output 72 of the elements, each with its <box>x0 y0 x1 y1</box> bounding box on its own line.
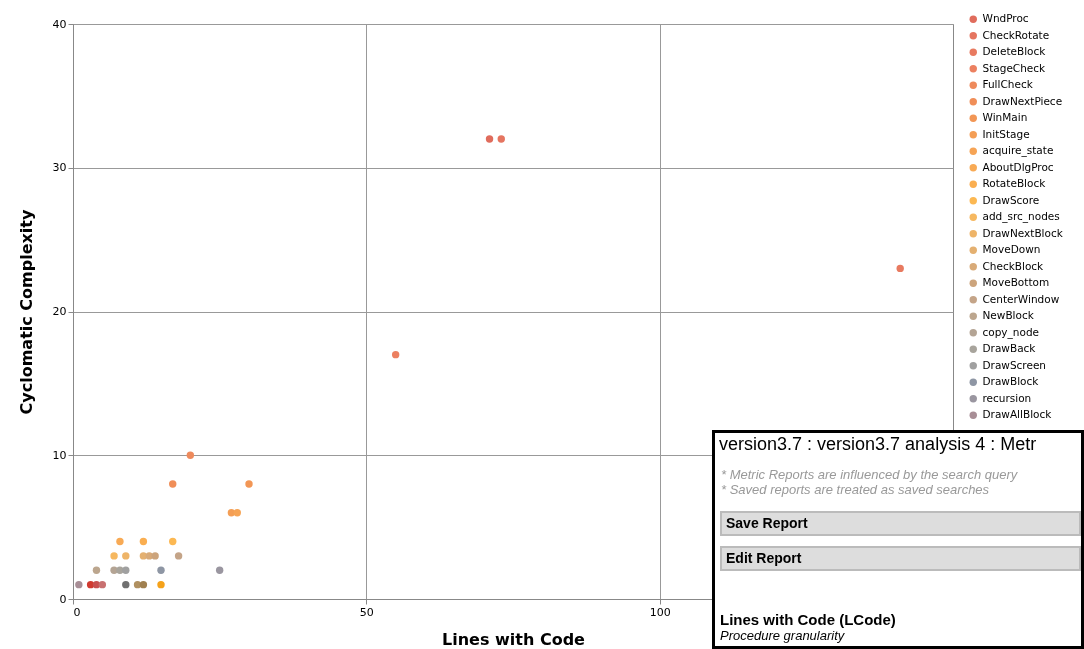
point <box>896 264 904 273</box>
legend-label: NewBlock <box>982 309 1035 322</box>
point <box>174 552 183 560</box>
point <box>145 552 153 560</box>
legend-label: acquire_state <box>982 144 1054 158</box>
legend-label: DrawBack <box>982 342 1037 355</box>
point <box>139 580 148 589</box>
legend-label: AboutDlgProc <box>982 160 1054 173</box>
point <box>92 580 101 589</box>
annotation: Edit Report <box>720 546 1081 571</box>
point <box>98 580 107 589</box>
text: version3.7 : version3.7 analysis 4 : Metr <box>719 434 1038 455</box>
legend-label: DeleteBlock <box>982 45 1047 58</box>
point <box>169 480 177 488</box>
y-axis-title: Cyclomatic Complexity <box>16 209 36 415</box>
legend-label: add_src_nodes <box>982 210 1060 224</box>
legend-label: DrawScreen <box>982 358 1047 371</box>
legend-label: CheckRotate <box>982 28 1050 41</box>
annotation: * Saved reports are treated as saved searches <box>721 482 991 497</box>
point <box>133 580 142 589</box>
y-tick-label: 10 <box>52 448 67 462</box>
y-tick-label: 30 <box>52 161 67 175</box>
x-tick-label: 100 <box>649 605 671 619</box>
x-tick-label: 0 <box>73 605 81 619</box>
y-tick-label: 0 <box>59 592 67 606</box>
y-tick-label: 20 <box>52 305 67 318</box>
point <box>497 135 505 143</box>
text: Lines with Code (LCode) <box>720 611 897 628</box>
legend-label: FullCheck <box>982 78 1034 91</box>
legend-label: InitStage <box>982 127 1030 140</box>
point <box>92 566 101 574</box>
text: Procedure granularity <box>720 628 846 643</box>
point <box>75 580 83 589</box>
legend-label: DrawBlock <box>982 375 1040 388</box>
annotation: * Metric Reports are influenced by the search query <box>721 467 1019 482</box>
point <box>110 552 118 560</box>
y-tick-label: 40 <box>52 17 67 31</box>
legend-label: MoveBottom <box>982 276 1050 289</box>
point <box>122 552 130 560</box>
legend-label: RotateBlock <box>982 177 1047 190</box>
legend-label: CenterWindow <box>982 292 1060 305</box>
legend-label: recursion <box>982 391 1032 404</box>
point <box>122 580 130 589</box>
point <box>186 451 195 459</box>
point <box>227 509 236 517</box>
point <box>233 509 241 517</box>
point <box>139 537 148 546</box>
point <box>139 552 148 560</box>
point <box>116 537 124 546</box>
legend-label: DrawNextBlock <box>982 226 1064 239</box>
legend-label: WinMain <box>982 111 1028 124</box>
point <box>391 350 400 359</box>
annotation: Save Report <box>720 511 1081 536</box>
legend-label: DrawScore <box>982 193 1040 206</box>
legend-label: MoveDown <box>982 243 1041 256</box>
legend-label: CheckBlock <box>982 259 1045 272</box>
x-tick-label: 50 <box>359 605 374 619</box>
legend-label: copy_node <box>982 325 1040 339</box>
point <box>151 552 159 560</box>
point <box>122 566 130 574</box>
legend-label: DrawAllBlock <box>982 408 1053 421</box>
legend-label: StageCheck <box>982 61 1047 74</box>
x-axis-title: Lines with Code <box>442 629 586 649</box>
point <box>86 580 95 589</box>
point <box>157 580 165 589</box>
point <box>485 135 494 143</box>
point <box>215 566 224 574</box>
legend-label: WndProc <box>982 12 1029 25</box>
point <box>245 480 253 488</box>
point <box>157 566 165 574</box>
point <box>169 537 177 546</box>
legend-label: DrawNextPiece <box>982 94 1063 107</box>
